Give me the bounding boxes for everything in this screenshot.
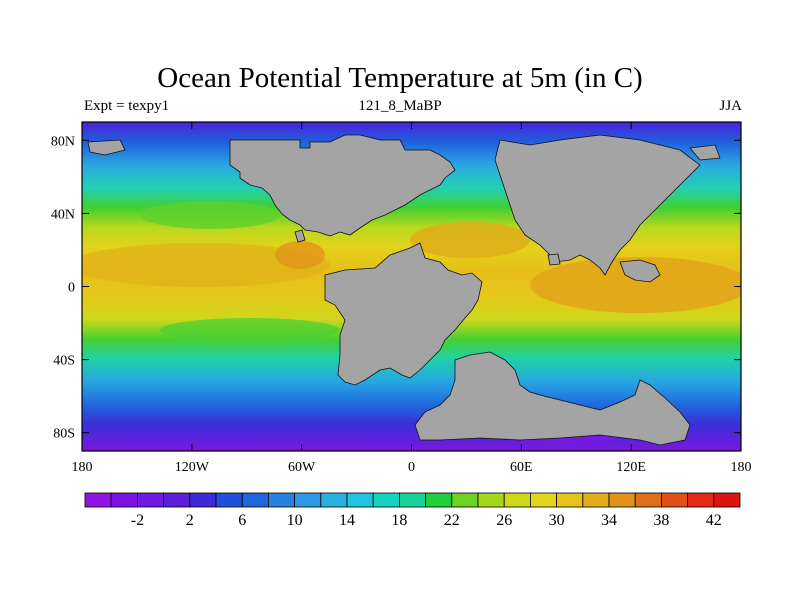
- asia-south-island: [619, 259, 661, 283]
- colorbar-swatch: [582, 492, 610, 508]
- colorbar-label: -2: [131, 512, 144, 529]
- tethys-warm-zone: [410, 222, 530, 258]
- colorbar-swatch: [661, 492, 689, 508]
- colorbar-label: 18: [391, 512, 407, 529]
- colorbar-swatch: [425, 492, 453, 508]
- lon-tick-label: 120W: [175, 460, 210, 475]
- colorbar-swatch: [530, 492, 558, 508]
- colorbar-label: 2: [186, 512, 194, 529]
- colorbar-swatch: [136, 492, 164, 508]
- south-pacific-green-zone: [160, 318, 340, 342]
- colorbar-swatch: [163, 492, 191, 508]
- lat-tick-label: 80N: [51, 134, 75, 149]
- lon-tick-label: 180: [72, 460, 93, 475]
- colorbar-label: 10: [287, 512, 303, 529]
- colorbar-label: 6: [238, 512, 246, 529]
- lat-tick-label: 80S: [53, 427, 75, 442]
- north-america-landmass: [229, 134, 456, 237]
- season-label: JJA: [719, 98, 742, 114]
- lon-tick-label: 0: [408, 460, 415, 475]
- lat-tick-label: 40N: [51, 207, 75, 222]
- north-pacific-green-zone: [140, 201, 280, 229]
- map-title: Ocean Potential Temperature at 5m (in C): [157, 62, 643, 94]
- west-pacific-warm-pool: [530, 257, 741, 313]
- colorbar-label: 34: [601, 512, 617, 529]
- colorbar-swatch: [608, 492, 636, 508]
- equatorial-atlantic-warm: [275, 241, 325, 269]
- lat-tick-label: 40S: [53, 354, 75, 369]
- colorbar-swatch: [110, 492, 138, 508]
- colorbar-label: 38: [653, 512, 669, 529]
- colorbar-swatch: [294, 492, 322, 508]
- colorbar-swatch: [503, 492, 531, 508]
- south-america-africa-landmass: [324, 242, 483, 386]
- colorbar-label: 26: [496, 512, 512, 529]
- lon-tick-label: 60E: [510, 460, 533, 475]
- colorbar-label: 14: [339, 512, 355, 529]
- lon-tick-label: 120E: [616, 460, 646, 475]
- colorbar-swatch: [634, 492, 662, 508]
- lat-tick-label: 0: [68, 281, 75, 296]
- lon-tick-label: 60W: [288, 460, 316, 475]
- central-pacific-warm-band: [82, 243, 330, 287]
- colorbar-swatch: [215, 492, 243, 508]
- colorbar-swatch: [241, 492, 269, 508]
- colorbar-swatch: [346, 492, 374, 508]
- colorbar-label: 30: [549, 512, 565, 529]
- eurasia-landmass: [494, 134, 701, 276]
- longitude-axis: 180 120W 60W 0 60E 120E 180: [72, 122, 752, 475]
- colorbar-swatch: [477, 492, 505, 508]
- colorbar-label: 22: [444, 512, 460, 529]
- colorbar-swatch: [556, 492, 584, 508]
- colorbar-swatch: [713, 492, 741, 508]
- latitude-axis: 80N 40N 0 40S 80S: [51, 134, 741, 442]
- colorbar-label: 42: [706, 512, 722, 529]
- colorbar-swatch: [372, 492, 400, 508]
- experiment-label: Expt = texpy1: [84, 98, 170, 114]
- colorbar-swatch: [189, 492, 217, 508]
- antarctica-landmass: [414, 351, 691, 446]
- small-island-indian: [547, 253, 561, 266]
- colorbar-swatch: [451, 492, 479, 508]
- colorbar-swatch: [398, 492, 426, 508]
- colorbar: -2 2 6 10 14 18 22 26 30 34 38 42: [84, 492, 741, 529]
- small-island-atlantic: [294, 229, 306, 243]
- arctic-island-east: [689, 144, 721, 161]
- colorbar-swatch: [687, 492, 715, 508]
- age-label: 121_8_MaBP: [358, 98, 442, 114]
- colorbar-swatch: [84, 492, 112, 508]
- lon-tick-label: 180: [731, 460, 752, 475]
- land-masses: [87, 134, 721, 446]
- arctic-island-west: [87, 139, 126, 156]
- colorbar-swatch: [267, 492, 295, 508]
- colorbar-swatch: [320, 492, 348, 508]
